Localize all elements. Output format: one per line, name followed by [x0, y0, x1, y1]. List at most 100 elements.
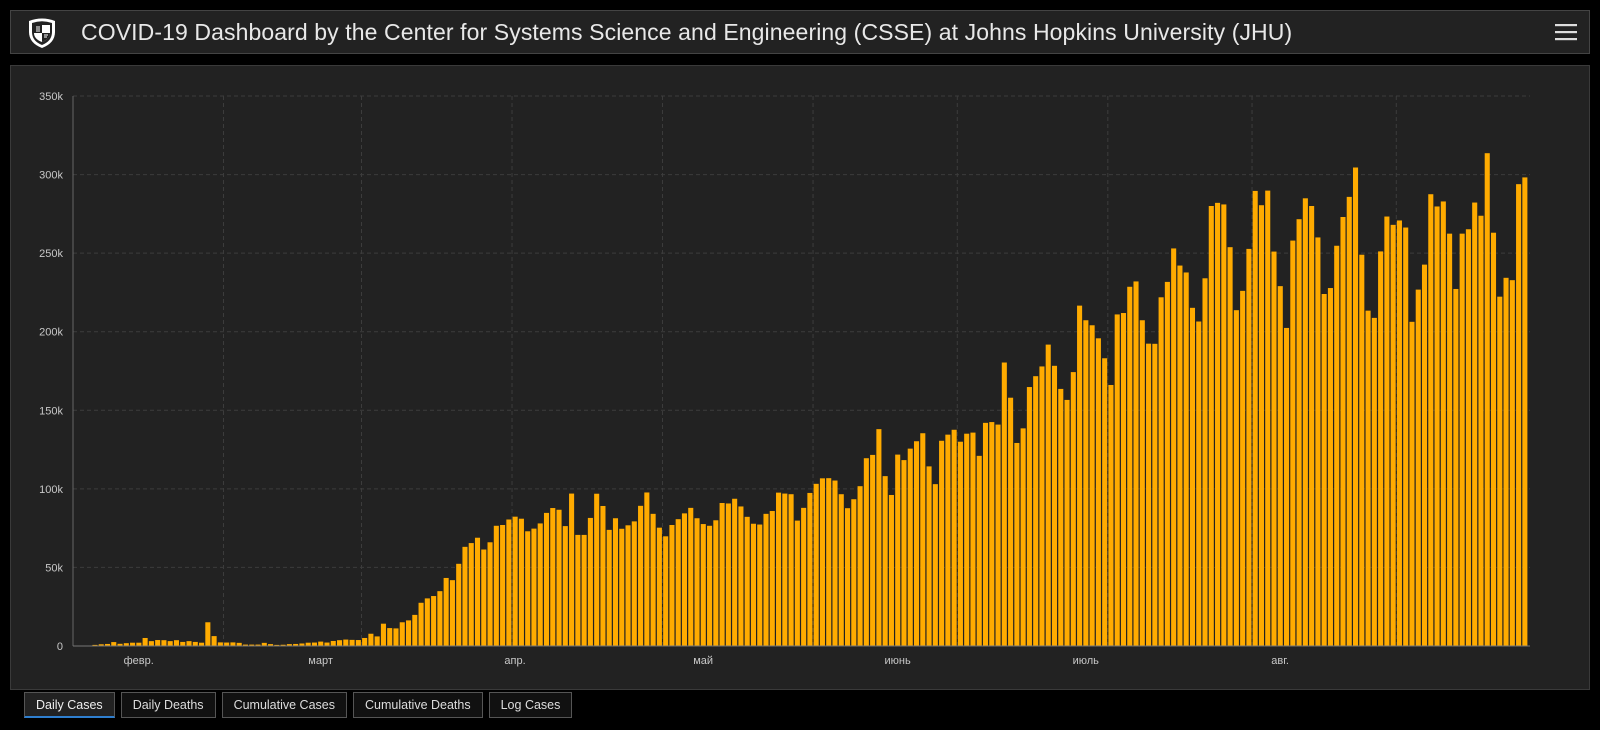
data-bar [1033, 376, 1039, 646]
tab-cumulative-cases[interactable]: Cumulative Cases [221, 692, 347, 718]
data-bar [863, 458, 869, 646]
data-bar [1522, 177, 1528, 646]
data-bar [399, 622, 405, 646]
data-bar [92, 644, 98, 646]
data-bar [575, 534, 581, 646]
data-bar [857, 486, 863, 646]
data-bar [1064, 399, 1070, 646]
data-bar [1026, 387, 1032, 646]
data-bar [518, 518, 524, 646]
data-bar [826, 478, 832, 646]
data-bar [1196, 321, 1202, 646]
data-bar [1233, 310, 1239, 646]
data-bar [1434, 206, 1440, 646]
data-bar [650, 513, 656, 646]
data-bar [123, 643, 129, 646]
data-bar [537, 523, 543, 646]
data-bar [1415, 289, 1421, 646]
data-bar [1384, 216, 1390, 646]
data-bar [851, 499, 857, 646]
data-bar [380, 623, 386, 646]
data-bar [337, 640, 343, 646]
y-tick-label: 200k [39, 327, 63, 339]
data-bar [1497, 296, 1503, 646]
data-bar [487, 542, 493, 646]
data-bar [1296, 219, 1302, 646]
tab-daily-deaths[interactable]: Daily Deaths [120, 692, 216, 718]
data-bar [230, 642, 236, 646]
data-bar [920, 433, 926, 646]
data-bar [769, 511, 775, 646]
data-bar [1428, 194, 1434, 646]
hamburger-menu-icon[interactable] [1553, 20, 1579, 44]
data-bar [1120, 313, 1127, 646]
data-bar [98, 644, 104, 646]
data-bar [1127, 286, 1133, 646]
data-bar [148, 641, 154, 646]
data-bar [1346, 196, 1352, 646]
data-bar [1058, 388, 1064, 646]
data-bar [1265, 190, 1271, 646]
data-bar [205, 622, 211, 646]
data-bar [901, 460, 907, 646]
data-bar [970, 432, 976, 646]
app-header: COVID-19 Dashboard by the Center for Sys… [10, 10, 1590, 54]
data-bar [299, 643, 305, 646]
data-bar [757, 524, 763, 646]
y-tick-label: 50k [45, 562, 63, 574]
data-bar [1221, 204, 1227, 646]
y-tick-label: 300k [39, 170, 63, 182]
tab-daily-cases[interactable]: Daily Cases [24, 692, 115, 718]
data-bar [293, 643, 299, 646]
data-bar [1484, 153, 1490, 646]
data-bar [224, 642, 230, 646]
data-bar [405, 620, 412, 646]
data-bar [242, 644, 249, 646]
data-bar [1290, 240, 1296, 647]
data-bar [199, 642, 205, 646]
data-bar [600, 505, 606, 646]
data-bar [1051, 365, 1058, 646]
data-bar [468, 543, 474, 646]
data-bar [1202, 278, 1208, 646]
x-tick-label: апр. [504, 655, 525, 667]
y-tick-label: 250k [39, 248, 63, 260]
data-bar [1421, 264, 1428, 646]
data-bar [1014, 442, 1020, 646]
data-bar [982, 422, 989, 646]
data-bar [1334, 245, 1340, 646]
data-bar [713, 520, 719, 646]
data-bar [1246, 248, 1252, 646]
tab-log-cases[interactable]: Log Cases [488, 692, 573, 718]
data-bar [619, 528, 625, 646]
data-bar [286, 644, 292, 646]
tab-cumulative-deaths[interactable]: Cumulative Deaths [353, 692, 483, 718]
data-bar [694, 518, 700, 646]
data-bar [1309, 206, 1315, 646]
x-tick-label: март [308, 655, 333, 667]
data-bar [437, 591, 443, 646]
data-bar [1252, 190, 1258, 646]
data-bar [550, 508, 556, 646]
data-bar [500, 525, 506, 646]
data-bar [387, 628, 393, 646]
data-bar [318, 641, 324, 646]
data-bar [1490, 232, 1497, 646]
data-bar [562, 526, 568, 646]
data-bar [393, 628, 399, 646]
data-bar [280, 644, 286, 646]
data-bar [324, 642, 330, 646]
data-bar [688, 507, 694, 646]
y-tick-label: 0 [57, 641, 63, 653]
data-bar [556, 509, 562, 646]
data-bar [750, 523, 756, 646]
data-bar [311, 642, 317, 646]
data-bar [236, 642, 242, 646]
data-bar [1102, 358, 1108, 646]
data-bar [1359, 254, 1365, 646]
data-bar [142, 637, 148, 646]
data-bar [782, 493, 788, 646]
x-tick-label: июль [1073, 655, 1100, 667]
data-bar [343, 639, 349, 646]
data-bar [1465, 229, 1471, 646]
